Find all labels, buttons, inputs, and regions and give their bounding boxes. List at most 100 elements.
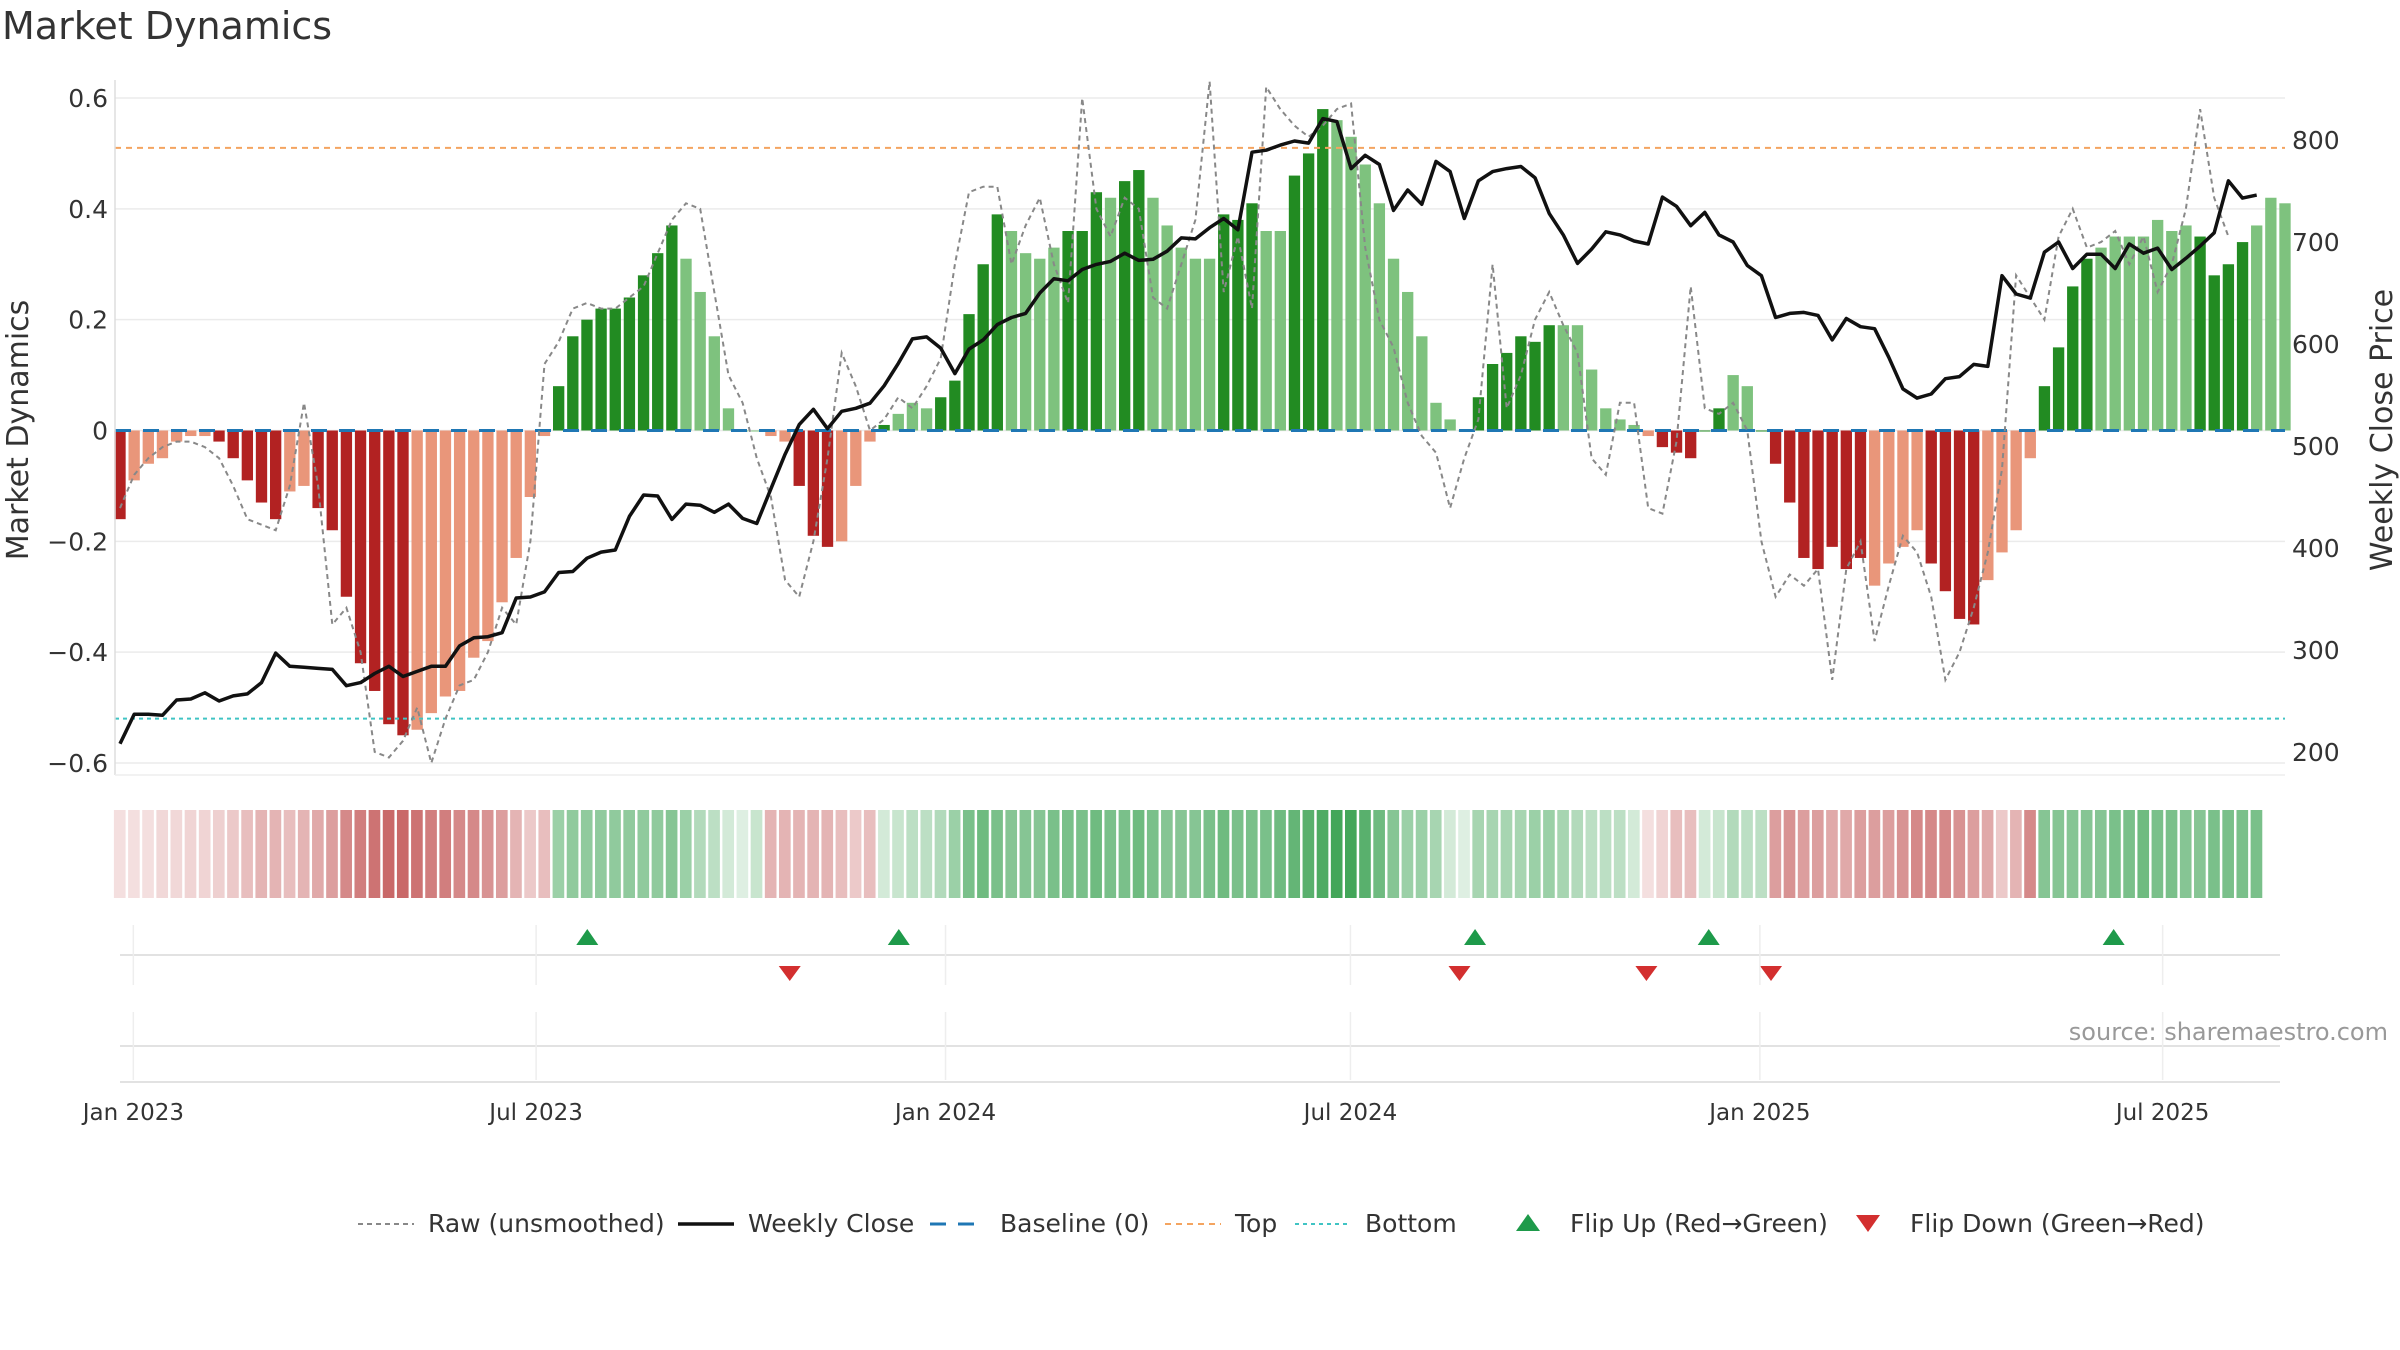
dynamics-bar — [1798, 430, 1810, 558]
strip-cell — [1783, 810, 1796, 898]
dynamics-bar — [1317, 109, 1329, 431]
strip-cell — [2151, 810, 2164, 898]
strip-cell — [651, 810, 664, 898]
dynamics-bar — [1840, 430, 1852, 570]
dynamics-bar — [878, 424, 890, 431]
dynamics-bar — [1543, 325, 1555, 431]
dynamics-bar — [1019, 253, 1032, 431]
flip-up-marker — [576, 929, 599, 945]
strip-cell — [1373, 810, 1385, 898]
strip-cell — [1528, 810, 1541, 898]
strip-cell — [1245, 810, 1258, 898]
dynamics-bar — [383, 430, 395, 725]
dynamics-bar — [411, 430, 423, 730]
dynamics-bar — [567, 336, 579, 431]
strip-cell — [396, 810, 409, 898]
strip-cell — [793, 810, 805, 898]
legend-item: Flip Down (Green→Red) — [1856, 1209, 2205, 1238]
flip-up-marker — [1697, 929, 1720, 945]
dynamics-bar — [1515, 336, 1527, 431]
strip-cell — [807, 810, 819, 898]
dynamics-bar — [666, 225, 678, 431]
strip-cell — [722, 810, 735, 898]
dynamics-bar — [1302, 153, 1315, 431]
flip-up-marker — [887, 929, 910, 945]
strip-cell — [1642, 810, 1654, 898]
legend: Raw (unsmoothed) Weekly Close Baseline (0)… — [358, 1209, 2205, 1238]
dynamics-bar — [609, 308, 621, 431]
dynamics-bar — [128, 430, 140, 481]
strip-cell — [1571, 810, 1584, 898]
dynamics-bar — [864, 430, 876, 442]
dynamics-bar — [510, 430, 522, 558]
strip-cell — [1953, 810, 1966, 898]
dynamics-bar — [2024, 430, 2036, 459]
strip-cell — [764, 810, 777, 898]
dynamics-bar — [595, 308, 607, 431]
y-tick-label: −0.4 — [47, 638, 108, 667]
dynamics-bar — [779, 430, 791, 442]
x-tick-label: Jul 2023 — [487, 1100, 583, 1126]
dynamics-bar — [1614, 419, 1626, 431]
dynamics-bar — [1189, 258, 1202, 431]
strip-cell — [580, 810, 593, 898]
dynamics-bar — [2251, 225, 2263, 431]
strip-cell — [595, 810, 607, 898]
dynamics-bar — [1147, 197, 1159, 431]
strip-cell — [2250, 810, 2263, 898]
strip-cell — [878, 810, 890, 898]
strip-cell — [2010, 810, 2022, 898]
strip-cell — [750, 810, 763, 898]
dynamics-bar — [2010, 430, 2022, 531]
dynamics-bar — [142, 430, 154, 464]
x-tick-label: Jan 2024 — [893, 1100, 996, 1126]
dynamics-bar — [821, 430, 834, 547]
dynamics-bar — [2208, 275, 2220, 431]
strip-cell — [411, 810, 423, 898]
dynamics-bar — [269, 430, 282, 520]
y-tick-label: 0.2 — [68, 306, 108, 335]
dynamics-bar — [1246, 203, 1258, 431]
flip-down-marker — [1760, 966, 1783, 981]
strip-cell — [1911, 810, 1923, 898]
strip-cell — [977, 810, 989, 898]
dynamics-bar — [1472, 397, 1485, 431]
strip-cell — [156, 810, 169, 898]
dynamics-bar — [1670, 430, 1683, 453]
strip-cell — [849, 810, 862, 898]
dynamics-bar — [906, 402, 919, 431]
dynamics-bar — [1557, 325, 1569, 431]
strip-cell — [227, 810, 239, 898]
strip-cell — [467, 810, 480, 898]
strip-cell — [255, 810, 268, 898]
dynamics-bar — [439, 430, 452, 697]
strip-cell — [170, 810, 183, 898]
dynamics-bar — [1769, 430, 1782, 464]
dynamics-bar — [1529, 341, 1541, 431]
strip-cell — [1896, 810, 1909, 898]
strip-cell — [623, 810, 635, 898]
strip-cell — [2094, 810, 2107, 898]
dynamics-bar — [708, 336, 720, 431]
y-tick-label: 0.4 — [68, 195, 108, 224]
strip-cell — [2123, 810, 2135, 898]
strip-cell — [1345, 810, 1357, 898]
y2-tick-label: 800 — [2292, 126, 2340, 155]
dynamics-bar — [1076, 231, 1088, 431]
dynamics-bar — [935, 397, 947, 431]
dynamics-bar — [637, 275, 650, 431]
strip-cell — [1033, 810, 1046, 898]
dynamics-bar — [1430, 402, 1442, 431]
strip-cell — [2066, 810, 2079, 898]
dynamics-bar — [1402, 291, 1414, 431]
strip-cell — [495, 810, 508, 898]
dynamics-bar — [213, 430, 225, 442]
dynamics-bar — [1133, 170, 1145, 431]
strip-cell — [538, 810, 551, 898]
strip-cell — [1543, 810, 1555, 898]
strip-cell — [1995, 810, 2008, 898]
dynamics-bar — [284, 430, 296, 492]
legend-label: Flip Down (Green→Red) — [1910, 1209, 2205, 1238]
strip-cell — [128, 810, 140, 898]
